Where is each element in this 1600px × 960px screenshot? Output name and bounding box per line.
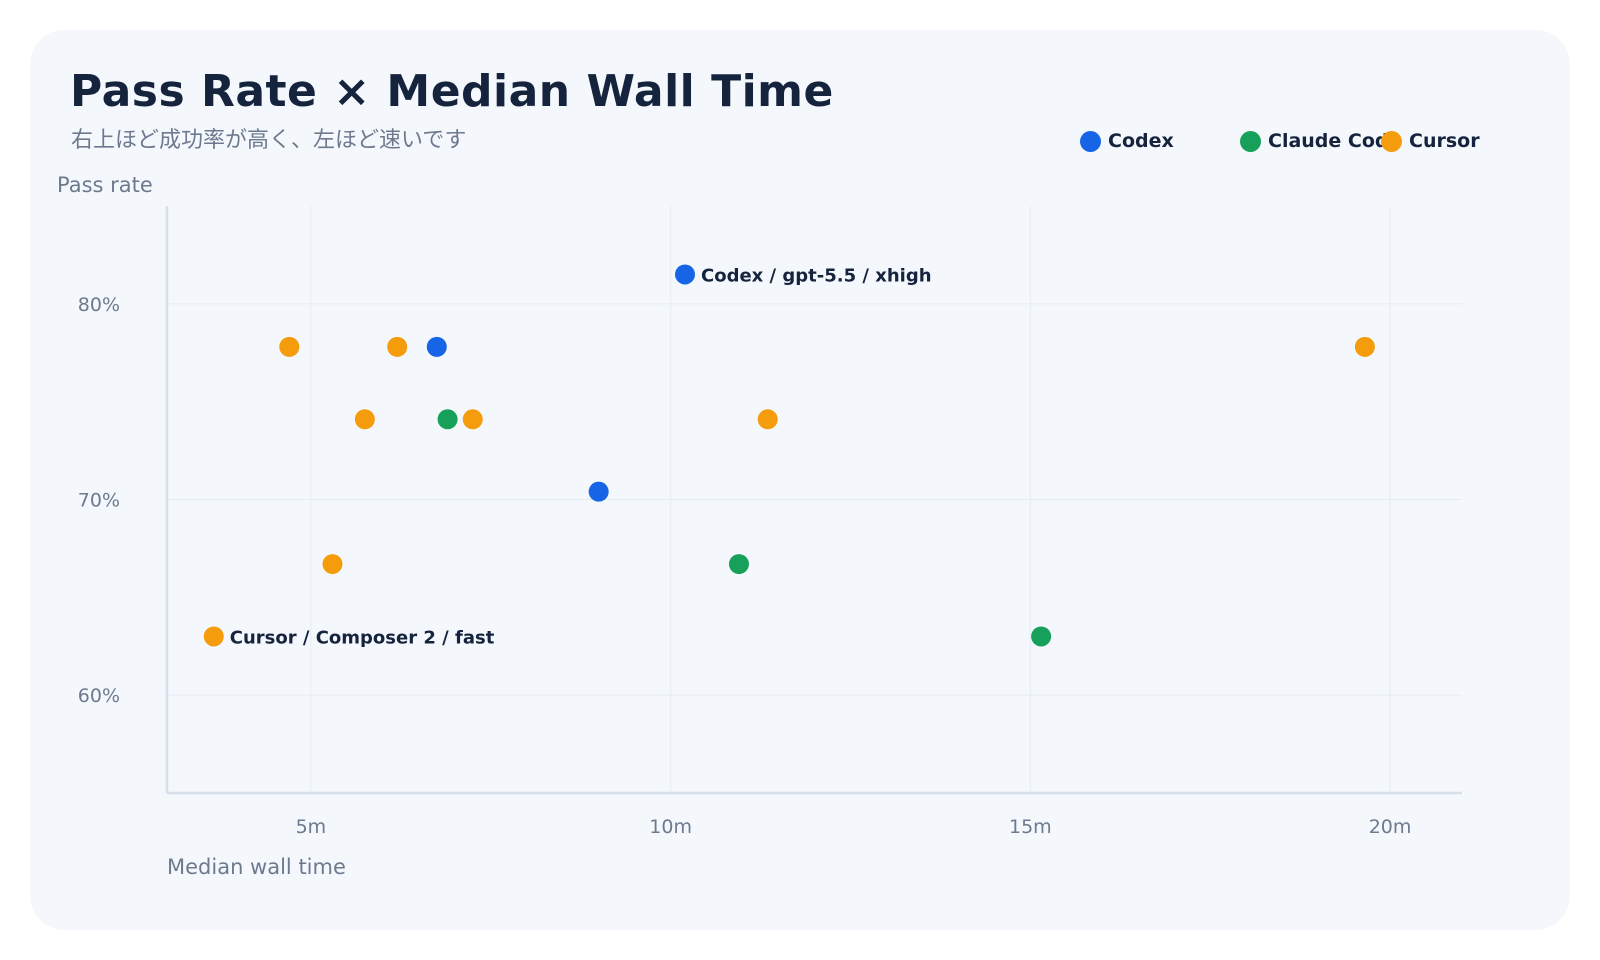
data-point-cursor[interactable]: [462, 409, 483, 430]
data-point-cursor[interactable]: [279, 336, 300, 357]
gridlines: [167, 206, 1462, 793]
data-point-claude-code[interactable]: [728, 554, 749, 575]
x-tick-label: 10m: [649, 816, 692, 838]
tick-labels: 5m 10m 15m 20m 60% 70% 80%: [78, 294, 1412, 838]
data-point-claude-code[interactable]: [1031, 626, 1052, 647]
data-point-cursor[interactable]: [1354, 336, 1375, 357]
data-point-codex[interactable]: [675, 264, 695, 285]
legend-swatch-cursor: [1381, 130, 1402, 152]
data-point-cursor[interactable]: [354, 409, 375, 430]
x-tick-label: 15m: [1009, 816, 1052, 838]
x-axis-title: Median wall time: [167, 855, 346, 879]
data-point-cursor[interactable]: [203, 626, 224, 647]
y-tick-label: 60%: [78, 685, 120, 707]
chart-subtitle: 右上ほど成功率が高く、左ほど速いです: [71, 128, 467, 153]
data-point-cursor[interactable]: [757, 409, 778, 430]
legend-swatch-claude-code: [1240, 130, 1261, 152]
chart-title: Pass Rate × Median Wall Time: [70, 66, 834, 117]
data-points: Codex / gpt-5.5 / xhigh Cursor / Composer…: [203, 264, 1375, 648]
x-tick-label: 5m: [296, 816, 327, 838]
data-point-cursor[interactable]: [322, 554, 343, 575]
legend-item-codex[interactable]: Codex: [1080, 128, 1174, 154]
legend-swatch-codex: [1080, 130, 1101, 152]
legend: Codex Claude Code Cursor: [1080, 128, 1550, 154]
legend-item-claude-code[interactable]: Claude Code: [1240, 128, 1401, 154]
point-label-cursor: Cursor / Composer 2 / fast: [230, 627, 495, 648]
data-point-codex[interactable]: [426, 336, 447, 357]
y-tick-label: 80%: [78, 294, 120, 316]
data-point-claude-code[interactable]: [437, 409, 458, 430]
y-axis-title: Pass rate: [57, 173, 153, 197]
legend-label-cursor: Cursor: [1409, 130, 1480, 152]
legend-label-codex: Codex: [1108, 130, 1174, 152]
data-point-codex[interactable]: [588, 481, 609, 502]
legend-label-claude-code: Claude Code: [1268, 130, 1402, 152]
point-label-codex: Codex / gpt-5.5 / xhigh: [701, 265, 932, 286]
x-tick-label: 20m: [1369, 816, 1412, 838]
legend-item-cursor[interactable]: Cursor: [1381, 128, 1480, 154]
chart-card: [30, 30, 1570, 930]
y-tick-label: 70%: [78, 490, 120, 512]
data-point-cursor[interactable]: [387, 336, 408, 357]
